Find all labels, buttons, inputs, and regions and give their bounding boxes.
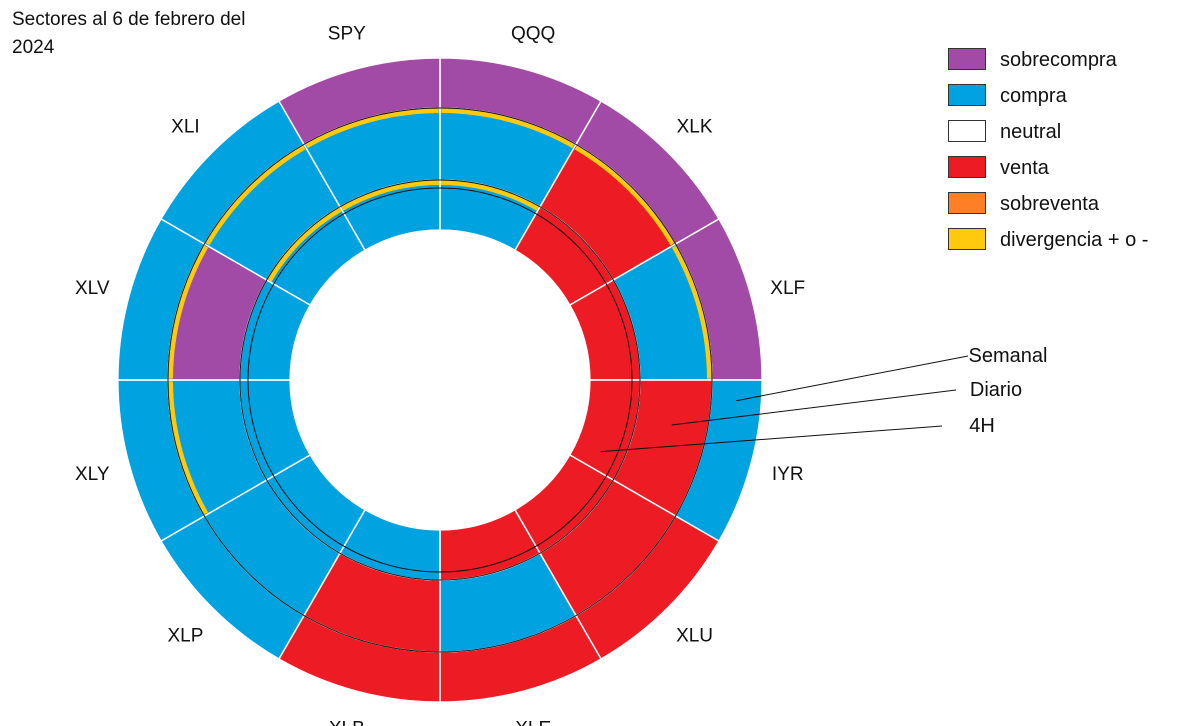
dividers-layer [118, 58, 762, 702]
sector-labels-layer: QQQ XLK XLF IYR XLU XLE XLB XLP XLY XLV XLI SPY [75, 23, 805, 726]
legend-label-sobrecompra: sobrecompra [1000, 49, 1117, 71]
sector-label-xly: XLY [75, 464, 110, 485]
divergence-spy-diario [305, 108, 439, 149]
divergence-xli-4h [267, 207, 342, 282]
divergence-xlk-diario [574, 145, 675, 246]
legend-label-venta: venta [1000, 157, 1049, 179]
sector-divider [160, 218, 311, 306]
sector-divider [514, 100, 602, 251]
legend-swatch-neutral [948, 120, 986, 142]
legend-label-divergencia: divergencia + o - [1000, 229, 1149, 251]
divergence-qqq-diario [441, 108, 575, 149]
sector-label-spy: SPY [328, 23, 366, 44]
legend-item-sobrecompra: sobrecompra [948, 46, 1188, 74]
sector-label-xlk: XLK [677, 116, 713, 137]
sector-divider [514, 509, 602, 660]
sector-divider [569, 454, 720, 542]
legend-item-compra: compra [948, 82, 1188, 110]
legend-item-venta: venta [948, 154, 1188, 182]
ring-label-diario: Diario [970, 379, 1022, 401]
divergence-xlf-diario [671, 245, 712, 379]
sector-divider [160, 454, 311, 542]
ring-separator [247, 187, 633, 573]
ring-separator [167, 107, 713, 653]
segments-layer [117, 57, 763, 703]
legend-item-neutral: neutral [948, 118, 1188, 146]
ring-label-semanal: Semanal [969, 345, 1048, 367]
sector-label-xlb: XLB [329, 719, 365, 726]
legend-swatch-sobreventa [948, 192, 986, 214]
divergence-xly-diario [168, 381, 209, 515]
chart-title: Sectores al 6 de febrero del 2024 [12, 9, 246, 58]
sector-divider [278, 509, 366, 660]
divergence-xlv-diario [168, 245, 209, 379]
sector-label-iyr: IYR [772, 464, 804, 485]
ring-label-4h: 4H [969, 415, 995, 437]
legend-swatch-divergencia [948, 228, 986, 250]
divergence-xli-diario [205, 145, 306, 246]
legend-swatch-venta [948, 156, 986, 178]
legend-item-divergencia: divergencia + o - [948, 226, 1188, 254]
ring-separator [239, 179, 641, 581]
ring-callout-line-4h [600, 425, 943, 453]
legend-swatch-sobrecompra [948, 48, 986, 70]
ring-callout-line-semanal [736, 355, 969, 402]
sector-label-xle: XLE [515, 719, 551, 726]
sector-label-xlv: XLV [75, 278, 110, 299]
sector-divider [278, 100, 366, 251]
legend-label-compra: compra [1000, 85, 1067, 107]
sector-label-xlu: XLU [676, 626, 713, 647]
divergence-qqq-4h [441, 180, 540, 211]
legend-label-sobreventa: sobreventa [1000, 193, 1099, 215]
sector-label-xlp: XLP [167, 626, 203, 647]
sector-label-xlf: XLF [770, 278, 805, 299]
ring-labels-layer: Semanal Diario 4H [600, 345, 1048, 453]
ring-callout-line-diario [671, 389, 957, 426]
sector-divider [569, 218, 720, 306]
legend-item-sobreventa: sobreventa [948, 190, 1188, 218]
divergence-spy-4h [340, 180, 439, 211]
legend-label-neutral: neutral [1000, 121, 1062, 143]
sector-label-qqq: QQQ [511, 23, 555, 44]
sector-label-xli: XLI [171, 116, 200, 137]
legend-swatch-compra [948, 84, 986, 106]
